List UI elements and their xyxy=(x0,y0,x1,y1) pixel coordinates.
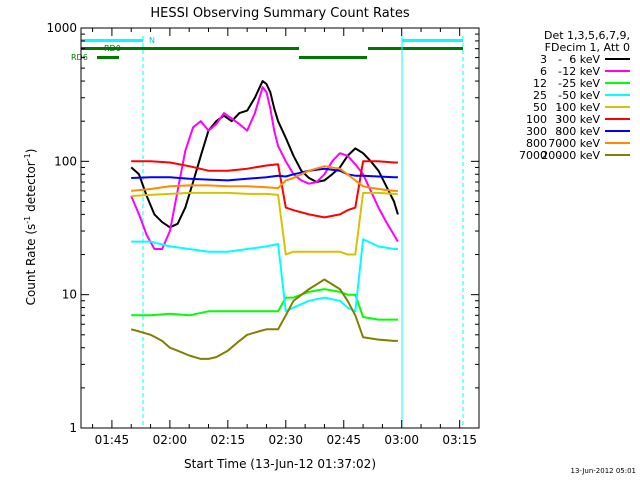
status-bar-rd6-green xyxy=(97,56,119,59)
series-line-5 xyxy=(131,160,398,219)
y-axis-label-mid: detector xyxy=(24,161,38,216)
chart-title: HESSI Observing Summary Count Rates xyxy=(150,6,409,21)
legend-range-end: 7000 keV xyxy=(548,137,600,150)
y-axis-label-sup2: -1 xyxy=(23,153,32,161)
legend-item-7: 800 -7000 keV xyxy=(526,137,630,150)
legend-range-start: 12 xyxy=(533,77,547,90)
series-line-4 xyxy=(131,191,398,256)
x-tick-label: 01:45 xyxy=(95,433,130,447)
legend-range-end: 6 keV xyxy=(569,53,600,66)
legend-item-1: 6-12 keV xyxy=(540,65,630,78)
status-bar-n-cyan-right xyxy=(402,39,463,42)
series-line-1 xyxy=(130,86,399,250)
y-axis-label-end: ) xyxy=(24,149,38,154)
legend-range-start: 6 xyxy=(540,65,547,78)
y-axis-label: Count Rate (s-1 detector-1) xyxy=(23,149,38,306)
legend-range-start: 3 xyxy=(540,53,547,66)
legend-range-dash: - xyxy=(558,101,562,114)
series-layer xyxy=(130,80,399,360)
x-axis-label: Start Time (13-Jun-12 01:37:02) xyxy=(184,457,376,471)
series-line-8 xyxy=(130,278,398,360)
legend-range-dash: - xyxy=(558,65,562,78)
legend-range-end: 20000 keV xyxy=(541,149,600,162)
legend-item-5: 100 -300 keV xyxy=(526,113,630,126)
legend-range-dash: - xyxy=(558,89,562,102)
legend-range-dash: - xyxy=(558,53,562,66)
status-bar-n-cyan xyxy=(81,39,143,42)
legend-header-line-1: Det 1,3,5,6,7,9, xyxy=(544,29,630,42)
legend-range-end: 100 keV xyxy=(555,101,600,114)
legend-range-start: 100 xyxy=(526,113,547,126)
legend-item-6: 300 -800 keV xyxy=(526,125,630,138)
footer-date: 13-Jun-2012 05:01 xyxy=(571,467,637,475)
status-bar-rd0-label: RD0 xyxy=(104,44,121,53)
legend-range-dash: - xyxy=(558,125,562,138)
plot-frame xyxy=(80,27,480,429)
x-tick-label: 02:45 xyxy=(326,433,361,447)
legend-item-0: 3-6 keV xyxy=(540,53,630,66)
y-tick-label: 1000 xyxy=(46,21,77,35)
series-line-7 xyxy=(131,165,398,192)
legend-range-start: 300 xyxy=(526,125,547,138)
legend: Det 1,3,5,6,7,9, FDecim 1, Att 0 3-6 keV… xyxy=(519,29,630,162)
series-line-6 xyxy=(131,167,398,182)
status-bar-n-label: N xyxy=(149,36,155,45)
legend-range-end: 50 keV xyxy=(562,89,600,102)
y-tick-label: 1 xyxy=(69,421,77,435)
legend-header-line-2: FDecim 1, Att 0 xyxy=(545,41,630,54)
legend-range-dash: - xyxy=(558,77,562,90)
x-tick-label: 02:00 xyxy=(153,433,188,447)
x-tick-label: 02:15 xyxy=(211,433,246,447)
legend-range-end: 300 keV xyxy=(555,113,600,126)
series-line-2 xyxy=(131,288,398,321)
legend-item-3: 25-50 keV xyxy=(533,89,630,102)
legend-range-start: 50 xyxy=(533,101,547,114)
y-axis-label-sup1: -1 xyxy=(23,216,32,224)
y-tick-label: 100 xyxy=(54,154,77,168)
legend-range-dash: - xyxy=(558,113,562,126)
legend-range-end: 800 keV xyxy=(555,125,600,138)
status-bar-rd6-label: RD6 xyxy=(71,53,88,62)
x-tick-label: 03:15 xyxy=(442,433,477,447)
status-bar-green-2 xyxy=(299,56,367,59)
legend-range-start: 800 xyxy=(526,137,547,150)
legend-range-end: 12 keV xyxy=(562,65,600,78)
x-tick-label: 02:30 xyxy=(268,433,303,447)
status-bar-rd0-green-right xyxy=(368,47,463,50)
x-tick-label: 03:00 xyxy=(384,433,419,447)
legend-item-2: 12-25 keV xyxy=(533,77,630,90)
legend-range-dash: - xyxy=(558,149,562,162)
legend-range-start: 25 xyxy=(533,89,547,102)
axes: 1 10 100 1000 01:45 02:00 02:15 02:30 02:45 03:00… xyxy=(46,21,480,447)
legend-item-4: 50 -100 keV xyxy=(533,101,630,114)
legend-range-dash: - xyxy=(558,137,562,150)
legend-range-end: 25 keV xyxy=(562,77,600,90)
legend-range-start: 7000 xyxy=(519,149,547,162)
y-tick-label: 10 xyxy=(62,288,77,302)
status-bar-rd0-green xyxy=(81,47,299,50)
series-line-0 xyxy=(130,80,399,229)
legend-item-8: 7000 -20000 keV xyxy=(519,149,630,162)
y-axis-label-main: Count Rate (s xyxy=(24,224,38,306)
